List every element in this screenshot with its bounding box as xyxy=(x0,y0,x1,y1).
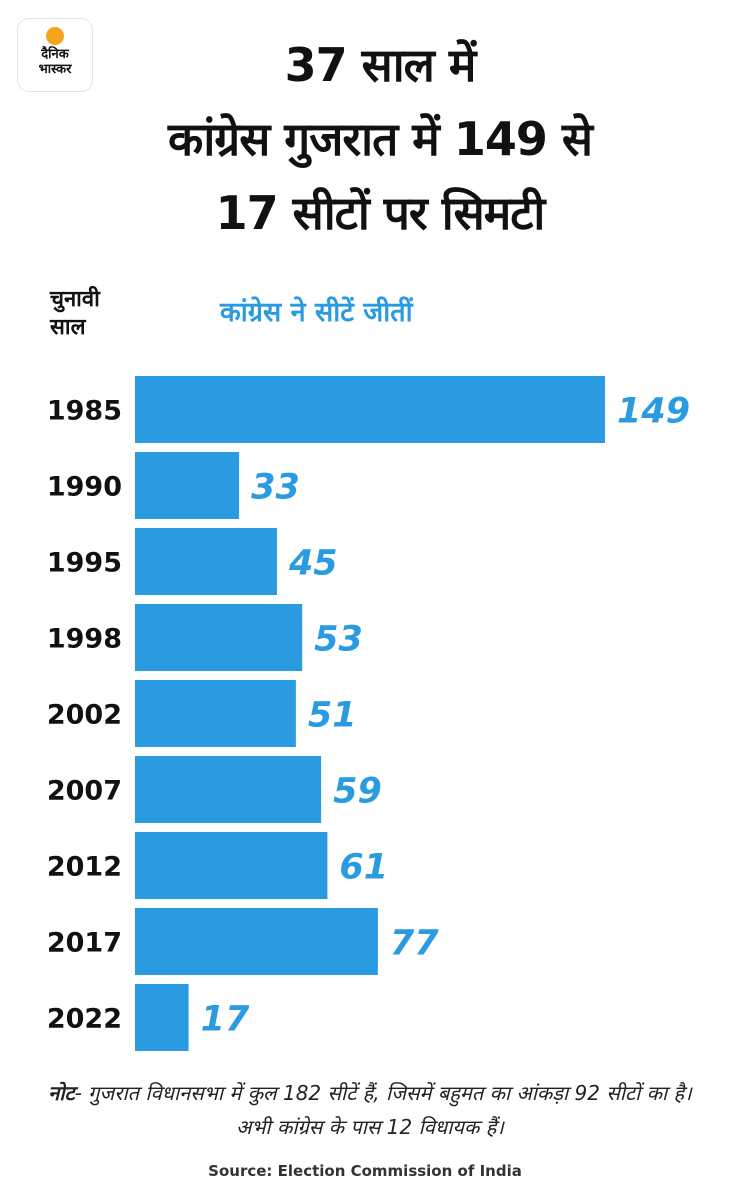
value-label-1985: 149 xyxy=(617,392,690,432)
value-label-1990: 33 xyxy=(251,468,300,508)
bar-1985 xyxy=(135,376,605,443)
value-label-1995: 45 xyxy=(288,544,338,584)
year-label-1998: 1998 xyxy=(47,624,122,655)
value-label-1998: 53 xyxy=(314,620,363,660)
footnote-label: नोट xyxy=(48,1081,75,1105)
year-column-header: चुनावी साल xyxy=(50,286,100,342)
year-column-header-line-1: चुनावी xyxy=(50,287,100,312)
dainik-bhaskar-logo: दैनिक भास्कर xyxy=(17,18,93,92)
year-label-2002: 2002 xyxy=(47,700,122,731)
value-label-2017: 77 xyxy=(390,924,439,964)
bar-1995 xyxy=(135,528,277,595)
footnote: नोट- गुजरात विधानसभा में कुल 182 सीटें ह… xyxy=(40,1076,700,1144)
year-column-header-line-2: साल xyxy=(50,315,86,340)
logo-text: दैनिक भास्कर xyxy=(38,47,72,77)
bar-2002 xyxy=(135,680,296,747)
bar-2012 xyxy=(135,832,328,899)
bar-1990 xyxy=(135,452,240,519)
year-label-1985: 1985 xyxy=(47,396,122,427)
year-label-2007: 2007 xyxy=(47,776,122,807)
bar-2007 xyxy=(135,756,322,823)
footnote-text: - गुजरात विधानसभा में कुल 182 सीटें हैं,… xyxy=(74,1081,692,1139)
bar-chart: 1985 149 1990 33 1995 45 1998 53 2002 51 2007 59 201… xyxy=(47,376,690,1051)
headline: 37 साल में कांग्रेस गुजरात में 149 से 17… xyxy=(80,28,680,250)
bar-1998 xyxy=(135,604,303,671)
value-label-2022: 17 xyxy=(201,1000,250,1040)
year-label-1995: 1995 xyxy=(47,548,122,579)
headline-line-3: 17 सीटों पर सिमटी xyxy=(215,186,546,240)
source-credit: Source: Election Commission of India xyxy=(208,1162,522,1180)
bar-2017 xyxy=(135,908,378,975)
sun-icon xyxy=(46,27,64,45)
value-label-2002: 51 xyxy=(308,696,357,736)
year-label-1990: 1990 xyxy=(47,472,122,503)
chart-title: कांग्रेस ने सीटें जीतीं xyxy=(220,297,413,328)
headline-line-2: कांग्रेस गुजरात में 149 से xyxy=(168,112,593,166)
year-label-2017: 2017 xyxy=(47,928,122,959)
value-label-2007: 59 xyxy=(333,772,382,812)
year-label-2022: 2022 xyxy=(47,1004,122,1035)
bar-2022 xyxy=(135,984,189,1051)
value-label-2012: 61 xyxy=(339,848,388,888)
year-label-2012: 2012 xyxy=(47,852,122,883)
headline-line-1: 37 साल में xyxy=(284,38,477,92)
